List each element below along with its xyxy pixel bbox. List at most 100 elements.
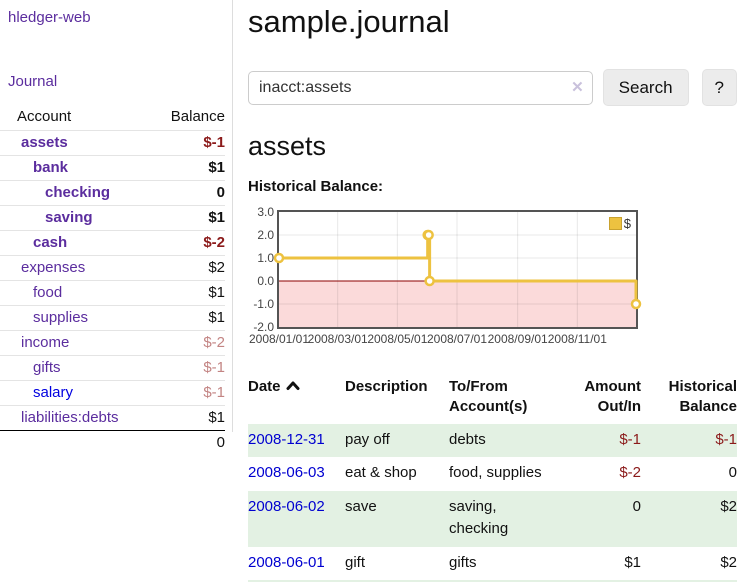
- search-box: ✕: [248, 70, 593, 105]
- main-content: sample.journal ✕ Search ? assets Histori…: [240, 0, 742, 582]
- account-balance: $2: [208, 259, 225, 276]
- account-link-assets[interactable]: assets: [21, 134, 68, 151]
- accounts-total-balance: 0: [216, 434, 225, 451]
- account-balance: $-2: [203, 234, 225, 251]
- legend-label: $: [623, 216, 631, 231]
- account-link-expenses[interactable]: expenses: [21, 259, 86, 276]
- register-header-historical-balance[interactable]: Historical Balance: [641, 373, 737, 424]
- account-balance: $1: [208, 284, 225, 301]
- help-button[interactable]: ?: [701, 69, 737, 106]
- transaction-balance: $2: [720, 497, 737, 515]
- register-row: 2008-06-03 eat & shop food, supplies $-2 0: [248, 457, 737, 491]
- transaction-accounts: saving, checking: [449, 497, 509, 538]
- legend-swatch-icon: [608, 217, 622, 230]
- account-link-gifts[interactable]: gifts: [33, 359, 61, 376]
- search-form: ✕ Search ?: [248, 69, 737, 106]
- x-axis-tick-label: 2008/07/01: [426, 332, 488, 346]
- register-header-label: Date: [248, 378, 281, 395]
- transaction-date-link[interactable]: 2008-12-31: [248, 430, 325, 448]
- account-balance: $-2: [203, 334, 225, 351]
- accounts-header-account: Account: [17, 108, 72, 125]
- sidebar-nav-journal[interactable]: Journal: [8, 73, 58, 90]
- account-row: gifts $-1: [0, 355, 225, 381]
- x-axis-tick-label: 2008/03/01: [307, 332, 368, 346]
- chart-legend: $: [606, 215, 633, 232]
- x-axis-tick-label: 2008/05/01: [367, 332, 428, 346]
- account-link-saving[interactable]: saving: [45, 209, 93, 226]
- account-link-liabilities-debts[interactable]: liabilities:debts: [21, 409, 119, 426]
- register-header-description[interactable]: Description: [345, 373, 449, 424]
- y-axis-tick-label: 0.0: [257, 274, 274, 288]
- clear-search-icon[interactable]: ✕: [571, 78, 584, 96]
- x-axis-tick-label: 2008/11/01: [547, 332, 607, 346]
- transaction-date-link[interactable]: 2008-06-01: [248, 553, 325, 571]
- chart-plot[interactable]: $: [273, 210, 642, 329]
- account-link-checking[interactable]: checking: [45, 184, 111, 201]
- chart-title: Historical Balance:: [248, 178, 384, 195]
- register-row: 2008-06-02 save saving, checking 0 $2: [248, 490, 737, 547]
- search-input[interactable]: [248, 70, 593, 105]
- account-balance: $1: [208, 309, 225, 326]
- account-link-income[interactable]: income: [21, 334, 70, 351]
- register-header-label: To/From Account(s): [449, 378, 528, 416]
- sidebar: hledger-web Journal Account Balance asse…: [0, 0, 233, 451]
- account-link-bank[interactable]: bank: [33, 159, 69, 176]
- account-balance: $1: [208, 159, 225, 176]
- transaction-description: eat & shop: [345, 464, 417, 481]
- account-row: checking 0: [0, 180, 225, 206]
- account-row: cash $-2: [0, 230, 225, 256]
- transaction-balance: $2: [720, 553, 737, 571]
- transaction-description: pay off: [345, 430, 390, 448]
- register-header-date[interactable]: Date: [248, 373, 345, 424]
- account-balance: $-1: [203, 384, 225, 401]
- y-axis-tick-label: 3.0: [257, 205, 274, 219]
- y-axis-tick-label: -2.0: [253, 320, 274, 334]
- transaction-amount: $-1: [619, 430, 641, 448]
- accounts-balance-table: Account Balance assets $-1 bank $1 checking 0…: [0, 105, 225, 455]
- account-row: bank $1: [0, 155, 225, 181]
- account-link-supplies[interactable]: supplies: [33, 309, 89, 326]
- y-axis-tick-label: 2.0: [257, 228, 274, 242]
- account-link-cash[interactable]: cash: [33, 234, 68, 251]
- register-row: 2008-06-01 gift gifts $1 $2: [248, 547, 737, 581]
- register-row: 2008-01-01incomesalary$1$1: [248, 580, 737, 582]
- search-button[interactable]: Search: [602, 69, 689, 106]
- transaction-balance: 0: [728, 464, 737, 481]
- y-axis-tick-label: 1.0: [257, 251, 274, 265]
- account-balance: $-1: [203, 359, 225, 376]
- account-balance: $-1: [203, 134, 225, 151]
- y-axis-tick-label: -1.0: [253, 297, 274, 311]
- register-header-label: Historical Balance: [668, 378, 737, 416]
- register-header-amount-out-in[interactable]: Amount Out/In: [551, 373, 641, 424]
- account-link-food[interactable]: food: [33, 284, 63, 301]
- account-row: food $1: [0, 280, 225, 306]
- page-title: sample.journal: [248, 4, 450, 39]
- account-row: assets $-1: [0, 130, 225, 156]
- historical-balance-chart: 3.0 2.0 1.0 0.0 -1.0 -2.0 $ 2008/01/01 2008/03…: [248, 204, 668, 346]
- transaction-description: save: [345, 497, 377, 515]
- app-brand-link[interactable]: hledger-web: [8, 9, 91, 26]
- sort-ascending-chevron-icon: [286, 381, 300, 390]
- register-header-to-from-account-s-[interactable]: To/From Account(s): [449, 373, 551, 424]
- accounts-rows: assets $-1 bank $1 checking 0 saving $1 cash $-2 e…: [0, 130, 225, 431]
- accounts-total-row: 0: [0, 430, 225, 456]
- register-header-label: Description: [345, 378, 428, 395]
- transaction-accounts: debts: [449, 430, 486, 448]
- account-balance: $1: [208, 209, 225, 226]
- accounts-header-balance: Balance: [170, 108, 225, 125]
- account-balance: 0: [216, 184, 225, 201]
- register-table: Date Description To/From Account(s) Amount …: [248, 373, 737, 582]
- account-heading: assets: [248, 131, 327, 161]
- transaction-date-link[interactable]: 2008-06-02: [248, 497, 325, 515]
- transaction-description: gift: [345, 553, 366, 571]
- transaction-date-link[interactable]: 2008-06-03: [248, 464, 325, 481]
- account-balance: $1: [208, 409, 225, 426]
- transaction-balance: $-1: [715, 430, 737, 448]
- register-header-label: Amount Out/In: [584, 378, 641, 416]
- chart-plot-svg: [273, 212, 642, 327]
- x-axis-tick-label: 2008/09/01: [487, 332, 548, 346]
- account-link-salary[interactable]: salary: [33, 384, 74, 401]
- register-rows: 2008-12-31 pay off debts $-1 $-1 2008-06-03 ea…: [248, 423, 737, 582]
- register-row: 2008-12-31 pay off debts $-1 $-1: [248, 423, 737, 457]
- account-row: expenses $2: [0, 255, 225, 281]
